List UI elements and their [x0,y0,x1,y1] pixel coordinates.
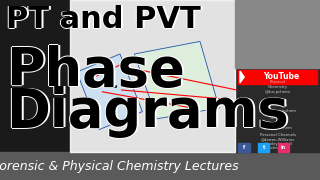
Text: Phase: Phase [6,46,185,98]
Polygon shape [134,41,219,119]
Text: PT and PVT: PT and PVT [5,5,200,34]
Text: @pchemi-4all: @pchemi-4all [265,147,290,150]
Text: Diagrams: Diagrams [6,87,289,139]
Bar [238,143,250,152]
Bar [278,143,289,152]
Text: Forensic & Physical Chemistry Lectures: Forensic & Physical Chemistry Lectures [0,160,238,173]
Text: PT and PVT: PT and PVT [6,5,201,34]
Bar [258,143,269,152]
Text: Phase: Phase [5,45,184,97]
Text: YouTube: YouTube [263,72,299,81]
Text: PT and PVT: PT and PVT [8,5,203,34]
Text: Personal Channels
@darren.Williams
@mileyLandell: Personal Channels @darren.Williams @mile… [260,133,296,146]
Bar [0,152,320,180]
Text: PT and PVT: PT and PVT [6,5,201,34]
Polygon shape [240,71,244,83]
Polygon shape [77,54,142,130]
Text: f: f [243,145,245,150]
Text: Phase: Phase [6,44,185,96]
Bar [235,0,320,152]
Text: Diagrams: Diagrams [6,86,289,138]
Bar [235,0,320,68]
Text: Diagrams: Diagrams [6,86,289,138]
Text: Physical
Chemistry
@dur-pchemi: Physical Chemistry @dur-pchemi [265,80,291,94]
Text: Phase: Phase [8,45,187,97]
Bar [238,70,317,84]
Text: Phase: Phase [6,45,185,97]
Bar [70,0,235,152]
Text: General
Chemistry
@dur-genchem: General Chemistry @dur-genchem [263,116,293,130]
Text: Diagrams: Diagrams [8,86,291,138]
Text: Forensic
Chemistry
@dur-forensicchem: Forensic Chemistry @dur-forensicchem [259,98,297,112]
Text: Diagrams: Diagrams [5,86,288,138]
Text: PT and PVT: PT and PVT [6,6,201,35]
Text: t: t [262,145,265,150]
Text: in: in [281,145,286,150]
